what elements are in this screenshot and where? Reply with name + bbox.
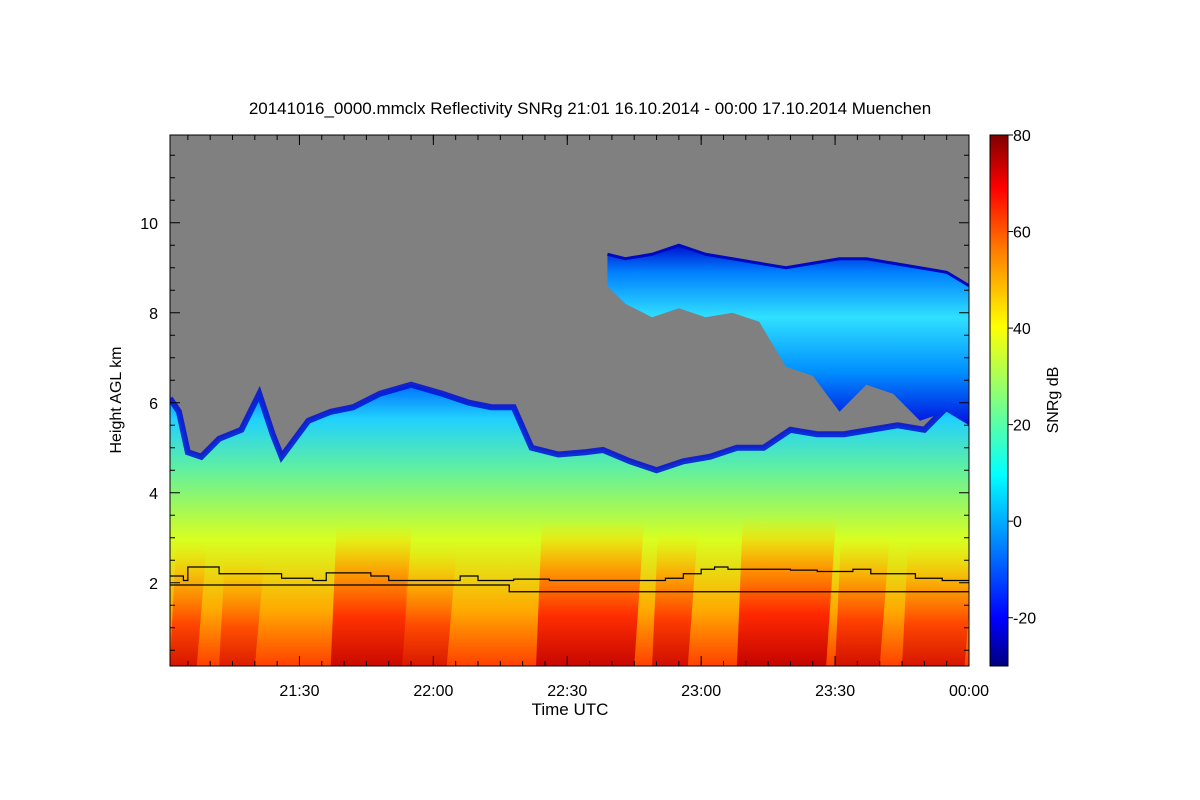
y-axis-label: Height AGL km [108, 346, 125, 453]
y-tick-label-1: 4 [149, 486, 158, 503]
y-tick-label-4: 10 [140, 216, 158, 233]
y-tick-label-3: 8 [149, 306, 158, 323]
x-axis-ticks: 21:30 22:00 22:30 23:00 23:30 00:00 [279, 135, 989, 700]
series-line-0 [170, 566, 969, 582]
y-axis-ticks: 2 4 6 8 10 [140, 216, 969, 593]
upper-cloud-layer [607, 245, 969, 426]
colorbar-ticks: -20 0 20 40 60 80 [1008, 128, 1036, 628]
colorbar-tick-label-0: -20 [1013, 611, 1036, 628]
x-tick-label-2: 22:30 [547, 683, 587, 700]
rain-shaft-2 [330, 523, 413, 666]
upper-cloud-edge [607, 243, 969, 288]
colorbar [989, 134, 1009, 667]
overlay-lines [170, 566, 969, 593]
x-axis-label: Time UTC [532, 700, 609, 719]
colorbar-tick-label-5: 80 [1013, 128, 1031, 145]
lower-cloud-top-edge [170, 381, 969, 474]
rain-shaft-6 [736, 515, 837, 666]
series-line-1 [170, 584, 969, 593]
colorbar-label: SNRg dB [1045, 367, 1062, 434]
y-tick-label-0: 2 [149, 576, 158, 593]
plot-area [170, 135, 969, 666]
rain-shaft-1 [219, 553, 265, 666]
rain-shafts [170, 515, 969, 666]
rain-shaft-8 [902, 543, 969, 666]
x-tick-label-3: 23:00 [681, 683, 721, 700]
rain-shaft-3 [402, 547, 457, 666]
plot-frame [169, 134, 970, 667]
rain-shaft-4 [536, 519, 645, 666]
colorbar-tick-label-4: 60 [1013, 225, 1031, 242]
colorbar-tick-label-1: 0 [1013, 514, 1022, 531]
rain-shaft-0 [170, 543, 207, 666]
x-tick-label-5: 00:00 [949, 683, 989, 700]
x-tick-label-4: 23:30 [815, 683, 855, 700]
colorbar-tick-label-3: 40 [1013, 321, 1031, 338]
colorbar-tick-label-2: 20 [1013, 418, 1031, 435]
rain-shaft-5 [652, 531, 698, 666]
x-tick-label-0: 21:30 [279, 683, 319, 700]
chart-title: 20141016_0000.mmclx Reflectivity SNRg 21… [249, 99, 931, 118]
rain-shaft-7 [835, 535, 890, 666]
x-tick-label-1: 22:00 [413, 683, 453, 700]
y-tick-label-2: 6 [149, 396, 158, 413]
minor-ticks [170, 135, 969, 666]
